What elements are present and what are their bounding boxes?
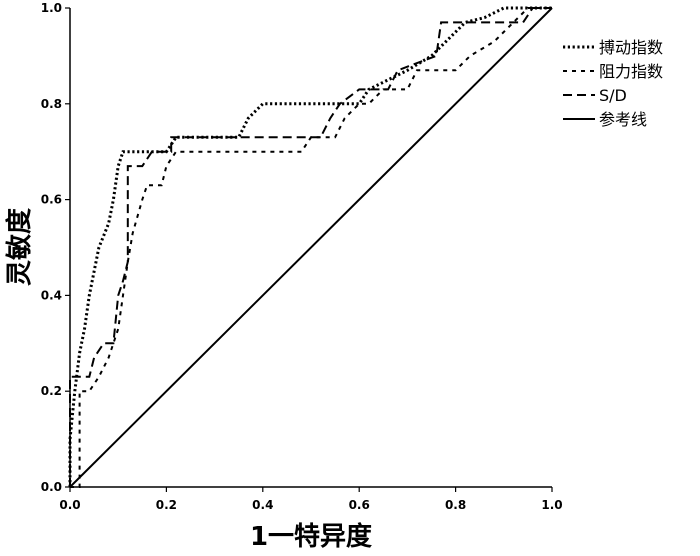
x-tick-label: 0.6 [349, 498, 370, 512]
legend-label: 阻力指数 [599, 62, 663, 81]
y-axis-title: 灵敏度 [4, 208, 35, 286]
series-line-sd [69, 7, 552, 487]
x-tick-label: 0.0 [59, 498, 80, 512]
x-tick-label: 0.8 [445, 498, 466, 512]
legend-label: 参考线 [599, 110, 647, 129]
y-tick-label: 0.2 [41, 384, 62, 398]
x-tick-label: 1.0 [541, 498, 562, 512]
y-tick-label: 0.0 [41, 480, 62, 494]
x-tick-label: 0.2 [156, 498, 177, 512]
x-tick-label: 0.4 [252, 498, 273, 512]
y-tick-label: 1.0 [41, 1, 62, 15]
y-tick-label: 0.8 [41, 97, 62, 111]
y-tick-label: 0.6 [41, 193, 62, 207]
legend-label: S/D [599, 86, 627, 105]
x-ticks: 0.0 0.2 0.4 0.6 0.8 1.0 [59, 487, 563, 512]
x-axis-title: 1一特异度 [250, 521, 372, 552]
y-tick-label: 0.4 [41, 288, 62, 302]
series-line-reference [69, 7, 553, 488]
series-layer [68, 6, 553, 488]
y-ticks: 0.0 0.2 0.4 0.6 0.8 1.0 [41, 1, 70, 494]
legend-label: 搏动指数 [599, 38, 663, 57]
